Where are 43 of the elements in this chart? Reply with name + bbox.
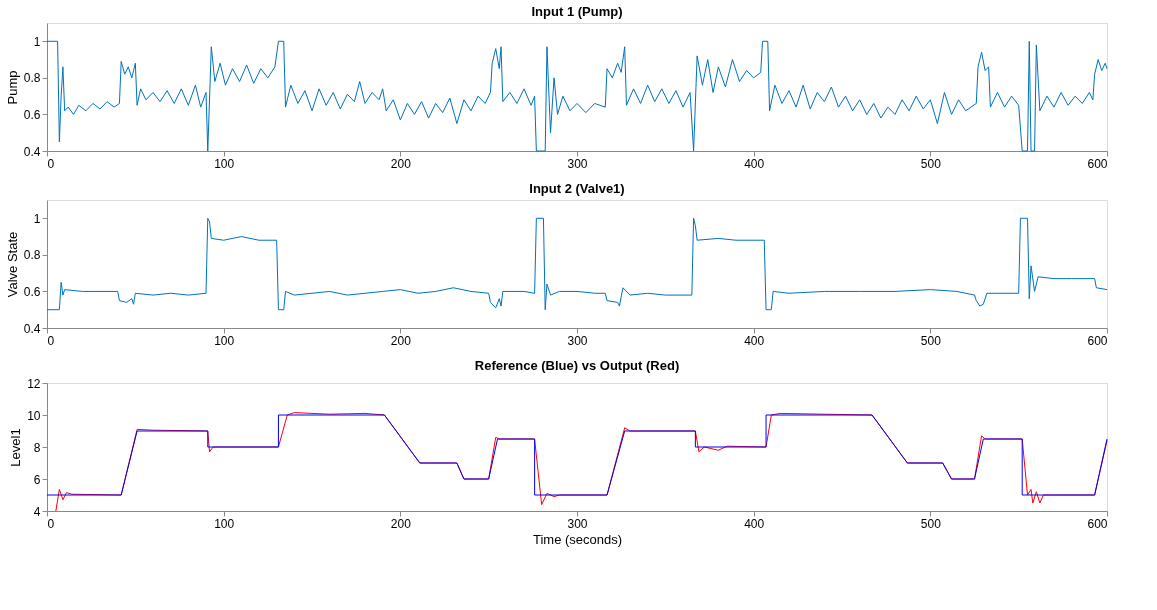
x-tick-label: 400 xyxy=(744,156,765,171)
y-tick-label: 0.6 xyxy=(23,107,41,122)
x-tick-label: 0 xyxy=(47,156,55,171)
x-tick-label: 100 xyxy=(214,516,235,531)
x-tick-label: 600 xyxy=(1087,333,1108,348)
y-tick-label: 1 xyxy=(33,211,41,226)
x-tick-label: 600 xyxy=(1087,516,1108,531)
line-series xyxy=(46,414,1108,496)
x-tick-label: 200 xyxy=(390,516,412,531)
chart-title: Reference (Blue) vs Output (Red) xyxy=(474,358,680,373)
x-tick-label: 500 xyxy=(920,516,942,531)
y-tick-label: 0.8 xyxy=(23,71,41,86)
y-axis-title: Valve State xyxy=(4,231,20,298)
x-tick-label: 500 xyxy=(920,156,942,171)
y-tick-label: 6 xyxy=(33,472,41,487)
x-tick-label: 200 xyxy=(390,156,412,171)
y-tick-label: 10 xyxy=(27,408,41,423)
x-tick-label: 200 xyxy=(390,333,412,348)
y-tick-label: 1 xyxy=(33,34,41,49)
x-tick-label: 300 xyxy=(567,156,588,171)
chart-title: Input 2 (Valve1) xyxy=(529,181,625,196)
y-tick-label: 4 xyxy=(33,504,41,519)
x-tick-label: 300 xyxy=(567,516,588,531)
x-tick-label: 300 xyxy=(567,333,588,348)
x-tick-label: 500 xyxy=(920,333,942,348)
x-tick-label: 100 xyxy=(214,156,235,171)
x-axis-title: Time (seconds) xyxy=(532,531,623,547)
x-tick-label: 0 xyxy=(47,516,55,531)
x-tick-label: 100 xyxy=(214,333,235,348)
chart-title: Input 1 (Pump) xyxy=(531,4,623,19)
line-series xyxy=(46,217,1108,311)
x-tick-label: 600 xyxy=(1087,156,1108,171)
y-tick-label: 0.4 xyxy=(23,144,41,159)
y-tick-label: 12 xyxy=(27,376,41,391)
y-axis-title: Pump xyxy=(4,70,20,105)
x-tick-label: 0 xyxy=(47,333,55,348)
x-tick-label: 400 xyxy=(744,516,765,531)
y-tick-label: 8 xyxy=(33,440,41,455)
y-tick-label: 0.8 xyxy=(23,248,41,263)
y-tick-label: 0.4 xyxy=(23,321,41,336)
y-axis-title: Level1 xyxy=(8,428,24,467)
x-tick-label: 400 xyxy=(744,333,765,348)
y-tick-label: 0.6 xyxy=(23,284,41,299)
